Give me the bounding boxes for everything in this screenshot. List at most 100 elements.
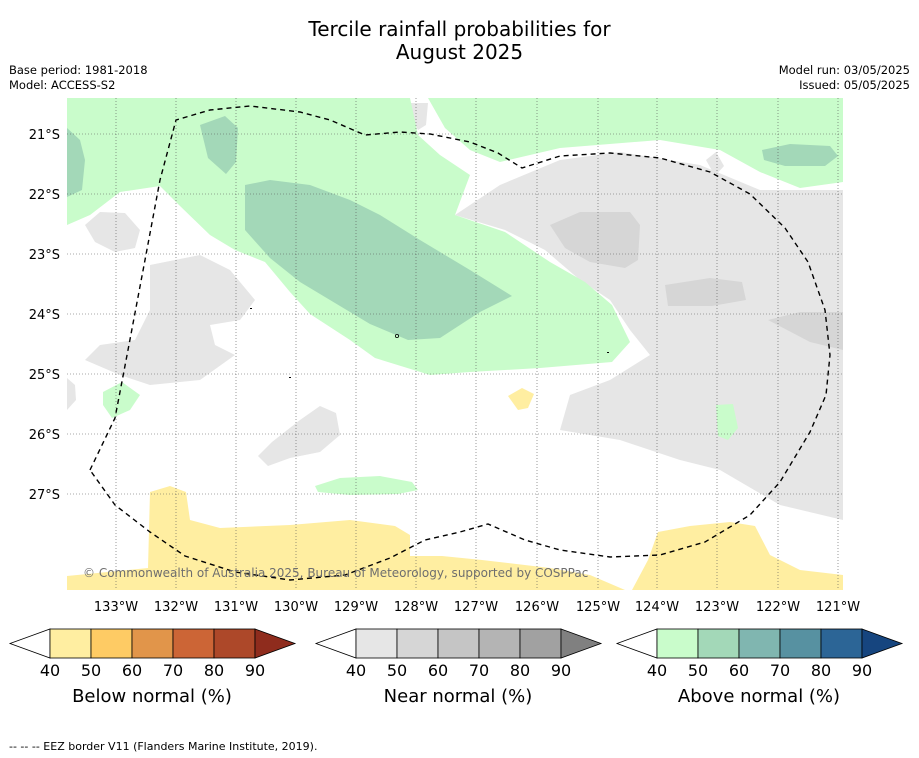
copyright-text: © Commonwealth of Australia 2025, Bureau… <box>83 566 588 580</box>
colorbars: 40 50 60 70 80 90 40 50 60 70 80 90 40 50 60 70 80 90 <box>8 628 904 680</box>
map-title: Tercile rainfall probabilities for Augus… <box>0 18 919 64</box>
colorbar-extend-min <box>314 628 357 659</box>
colorbar: 40 50 60 70 80 90 <box>615 628 904 680</box>
lon-label: 122°W <box>756 600 800 615</box>
colorbar-extend-max <box>560 628 603 659</box>
colorbar-swatch <box>213 628 256 659</box>
latitude-labels: 21°S 22°S 23°S 24°S 25°S 26°S 27°S <box>29 128 60 503</box>
below-normal-region <box>67 486 625 590</box>
colorbar-swatch <box>779 628 822 659</box>
island-marker <box>289 377 291 378</box>
colorbar-extend-max <box>861 628 904 659</box>
model-name: Model: ACCESS-S2 <box>9 78 116 92</box>
above-normal-darker <box>245 180 512 340</box>
above-normal-colorbar-label: Above normal (%) <box>677 686 841 707</box>
colorbar-extend-min <box>8 628 51 659</box>
above-normal-region <box>103 382 140 418</box>
colorbar-tick: 80 <box>510 661 530 680</box>
colorbar-tick: 40 <box>40 661 60 680</box>
near-normal-region <box>706 152 724 176</box>
meta-right: Model run: 03/05/2025 Issued: 05/05/2025 <box>779 63 910 93</box>
colorbar-extend-min <box>615 628 658 659</box>
colorbar-swatch <box>172 628 215 659</box>
colorbar: 40 50 60 70 80 90 <box>314 628 603 680</box>
colorbar-tick: 90 <box>852 661 872 680</box>
lon-label: 129°W <box>334 600 378 615</box>
colorbar-tick: 90 <box>551 661 571 680</box>
below-normal-region <box>632 522 843 590</box>
colorbar-swatch <box>437 628 480 659</box>
colorbar-swatch <box>519 628 562 659</box>
island-marker <box>250 308 252 309</box>
lon-label: 121°W <box>816 600 860 615</box>
island-marker <box>394 333 399 338</box>
eez-legend-note: -- -- -- EEZ border V11 (Flanders Marine… <box>9 740 318 753</box>
lon-label: 123°W <box>695 600 739 615</box>
colorbar-swatch <box>90 628 133 659</box>
lat-label: 23°S <box>29 248 60 263</box>
near-normal-region <box>67 378 76 410</box>
lat-label: 27°S <box>29 488 60 503</box>
lon-label: 125°W <box>576 600 620 615</box>
lon-label: 131°W <box>214 600 258 615</box>
near-normal-region <box>85 255 255 385</box>
colorbar-tick: 50 <box>81 661 101 680</box>
near-normal-darker <box>550 212 640 268</box>
lat-label: 22°S <box>29 188 60 203</box>
colorbar-tick: 80 <box>811 661 831 680</box>
colorbar-swatch <box>49 628 92 659</box>
colorbar-tick: 50 <box>387 661 407 680</box>
issued-date: Issued: 05/05/2025 <box>799 78 910 92</box>
island-marker <box>607 352 609 353</box>
colorbar-extend-max <box>254 628 297 659</box>
meta-left: Base period: 1981-2018 Model: ACCESS-S2 <box>9 63 148 93</box>
gridlines <box>67 98 843 590</box>
model-run: Model run: 03/05/2025 <box>778 63 910 77</box>
near-normal-darker <box>768 312 843 350</box>
above-normal-region <box>428 98 843 188</box>
near-normal-region <box>258 406 340 466</box>
base-period: Base period: 1981-2018 <box>9 63 148 77</box>
colorbar-tick: 70 <box>469 661 489 680</box>
lat-label: 26°S <box>29 428 60 443</box>
colorbar-swatch <box>396 628 439 659</box>
eez-border <box>89 105 831 581</box>
lat-label: 24°S <box>29 308 60 323</box>
lon-label: 127°W <box>454 600 498 615</box>
lat-label: 21°S <box>29 128 60 143</box>
below-normal-colorbar-label: Below normal (%) <box>72 686 232 707</box>
lon-label: 133°W <box>94 600 138 615</box>
colorbar-tick: 50 <box>688 661 708 680</box>
colorbar-swatch <box>355 628 398 659</box>
colorbar-tick: 90 <box>245 661 265 680</box>
lon-label: 126°W <box>515 600 559 615</box>
colorbar-swatch <box>131 628 174 659</box>
title-line-1: Tercile rainfall probabilities for <box>308 17 611 41</box>
colorbar: 40 50 60 70 80 90 <box>8 628 297 680</box>
colorbar-tick: 70 <box>163 661 183 680</box>
colorbar-tick: 60 <box>729 661 749 680</box>
colorbar-tick: 60 <box>428 661 448 680</box>
below-normal-region <box>508 388 534 410</box>
above-normal-region <box>315 476 418 495</box>
lon-label: 130°W <box>274 600 318 615</box>
near-normal-region <box>455 152 843 520</box>
colorbar-swatch <box>478 628 521 659</box>
near-normal-colorbar-label: Near normal (%) <box>383 686 533 707</box>
longitude-labels: 133°W 132°W 131°W 130°W 129°W 128°W 127°W 126°W… <box>94 600 860 615</box>
above-normal-darker <box>67 128 85 197</box>
colorbar-swatch <box>820 628 863 659</box>
colorbar-tick: 70 <box>770 661 790 680</box>
lon-label: 128°W <box>394 600 438 615</box>
colorbar-swatch <box>738 628 781 659</box>
above-normal-darker <box>762 144 838 166</box>
above-normal-darker <box>200 116 238 174</box>
lat-label: 25°S <box>29 368 60 383</box>
colorbar-tick: 40 <box>647 661 667 680</box>
lon-label: 124°W <box>635 600 679 615</box>
near-normal-region <box>85 212 140 252</box>
title-line-2: August 2025 <box>395 40 524 64</box>
colorbar-swatch <box>656 628 699 659</box>
near-normal-darker <box>665 278 746 306</box>
